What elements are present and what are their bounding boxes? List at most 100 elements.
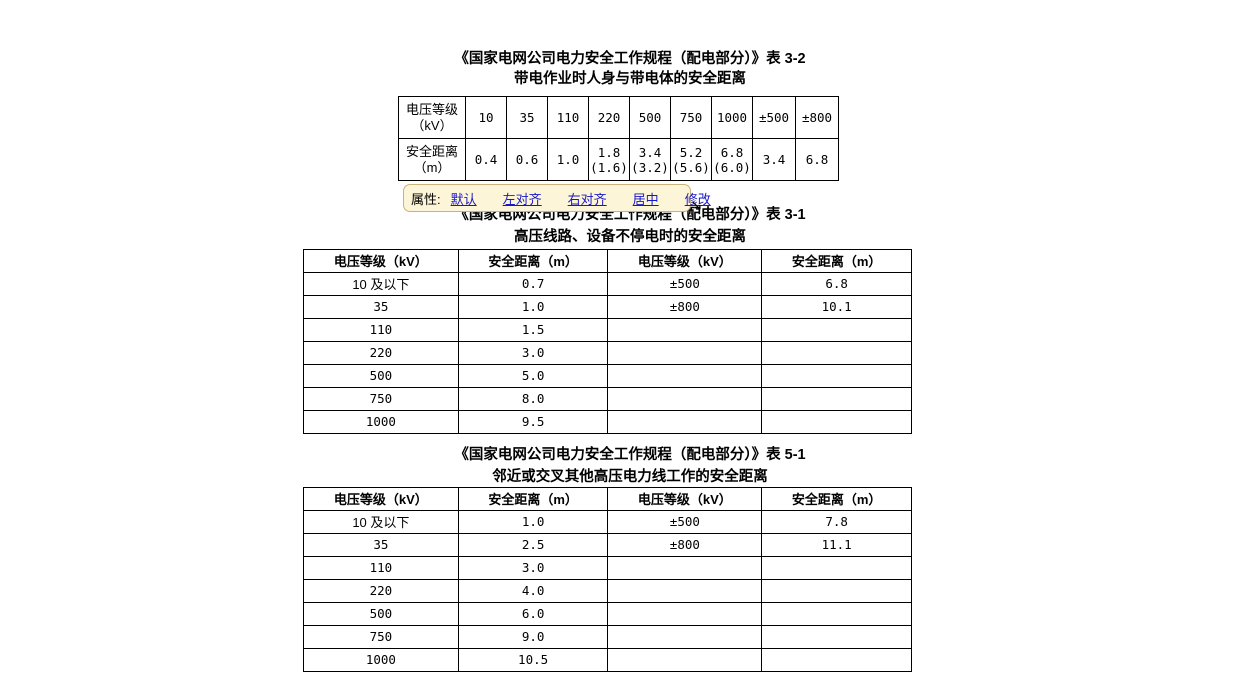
cell: 220 xyxy=(303,341,459,365)
cell: 110 xyxy=(303,556,459,580)
table-row: 35 1.0 ±800 10.1 xyxy=(303,295,912,319)
cell-voltage-5: 750 xyxy=(670,96,712,139)
cell xyxy=(761,341,912,365)
cell: 5.0 xyxy=(457,364,609,388)
cell: 6.0 xyxy=(457,602,609,626)
cell: 35 xyxy=(303,295,459,319)
distance-paren-4: (3.2) xyxy=(631,159,669,175)
cell: 11.1 xyxy=(761,533,912,557)
cell-distance-1: 0.6 xyxy=(506,138,548,181)
cell: 10 及以下 xyxy=(303,272,459,296)
cell xyxy=(761,602,912,626)
table-row: 110 3.0 xyxy=(303,556,912,580)
table-row: 35 2.5 ±800 11.1 xyxy=(303,533,912,557)
cell: 8.0 xyxy=(457,387,609,411)
cell: 2.5 xyxy=(457,533,609,557)
cell: 10 及以下 xyxy=(303,510,459,534)
distance-value-2: 1.0 xyxy=(556,152,580,167)
cell xyxy=(761,387,912,411)
table-header-row: 电压等级（kV） 安全距离（m） 电压等级（kV） 安全距离（m） xyxy=(303,249,912,273)
cell: 9.5 xyxy=(457,410,609,434)
col-header-voltage-left: 电压等级（kV） xyxy=(303,487,459,511)
cell-voltage-8: ±800 xyxy=(795,96,839,139)
cell xyxy=(761,625,912,649)
distance-value-0: 0.4 xyxy=(474,152,498,167)
row-header-voltage: 电压等级 （kV） xyxy=(398,96,466,139)
table-32-container: 电压等级 （kV） 10 35 110 220 500 750 1000 ±50… xyxy=(398,96,839,181)
cell-voltage-1: 35 xyxy=(506,96,548,139)
cell xyxy=(607,341,763,365)
distance-paren-6: (6.0) xyxy=(713,159,751,175)
attribute-link-align-left[interactable]: 左对齐 xyxy=(502,191,542,207)
section-32-title-line-2: 带电作业时人身与带电体的安全距离 xyxy=(514,71,746,87)
attribute-link-align-center[interactable]: 居中 xyxy=(632,191,659,207)
cell-voltage-3: 220 xyxy=(588,96,630,139)
table-51-container: 电压等级（kV） 安全距离（m） 电压等级（kV） 安全距离（m） 10 及以下… xyxy=(303,487,912,672)
cell: 110 xyxy=(303,318,459,342)
cell-distance-4: 3.4 (3.2) xyxy=(629,138,671,181)
attribute-popup[interactable]: 属性: 默认 左对齐 右对齐 居中 修改 xyxy=(403,184,711,212)
col-header-distance-left: 安全距离（m） xyxy=(457,487,609,511)
cell: 35 xyxy=(303,533,459,557)
cell-distance-5: 5.2 (5.6) xyxy=(670,138,712,181)
cell xyxy=(761,556,912,580)
table-row: 10 及以下 0.7 ±500 6.8 xyxy=(303,272,912,296)
cell-distance-3: 1.8 (1.6) xyxy=(588,138,630,181)
cell-voltage-7: ±500 xyxy=(752,96,796,139)
cell xyxy=(607,410,763,434)
cell: 500 xyxy=(303,602,459,626)
cell: 220 xyxy=(303,579,459,603)
distance-paren-5: (5.6) xyxy=(672,159,710,175)
table-row: 安全距离 （m） 0.4 0.6 1.0 1.8 (1.6) 3.4 xyxy=(398,138,839,181)
table-row: 750 8.0 xyxy=(303,387,912,411)
cell xyxy=(607,579,763,603)
cell: 10.5 xyxy=(457,648,609,672)
cell: ±500 xyxy=(607,272,763,296)
cell: 750 xyxy=(303,387,459,411)
section-51-title-line-2: 邻近或交叉其他高压电力线工作的安全距离 xyxy=(492,469,768,485)
cell xyxy=(607,602,763,626)
cell: 7.8 xyxy=(761,510,912,534)
attribute-link-modify[interactable]: 修改 xyxy=(684,191,711,207)
cell-voltage-4: 500 xyxy=(629,96,671,139)
table-row: 10 及以下 1.0 ±500 7.8 xyxy=(303,510,912,534)
table-row: 1000 10.5 xyxy=(303,648,912,672)
cell: 3.0 xyxy=(457,341,609,365)
cell-distance-8: 6.8 xyxy=(795,138,839,181)
distance-value-1: 0.6 xyxy=(515,152,539,167)
cell-distance-0: 0.4 xyxy=(465,138,507,181)
cell: 9.0 xyxy=(457,625,609,649)
cell: 750 xyxy=(303,625,459,649)
col-header-distance-right: 安全距离（m） xyxy=(761,249,912,273)
table-32: 电压等级 （kV） 10 35 110 220 500 750 1000 ±50… xyxy=(398,96,839,181)
section-32-title-line-1: 《国家电网公司电力安全工作规程（配电部分）》表 3-2 xyxy=(454,51,806,67)
cell xyxy=(607,648,763,672)
cell xyxy=(761,648,912,672)
cell-voltage-0: 10 xyxy=(465,96,507,139)
row-header-distance: 安全距离 （m） xyxy=(398,138,466,181)
cell-voltage-2: 110 xyxy=(547,96,589,139)
cell: ±800 xyxy=(607,533,763,557)
table-row: 1000 9.5 xyxy=(303,410,912,434)
table-31-container: 电压等级（kV） 安全距离（m） 电压等级（kV） 安全距离（m） 10 及以下… xyxy=(303,249,912,434)
distance-value-5: 5.2 xyxy=(679,144,703,160)
cell: 10.1 xyxy=(761,295,912,319)
table-row: 电压等级 （kV） 10 35 110 220 500 750 1000 ±50… xyxy=(398,96,839,139)
cell-distance-2: 1.0 xyxy=(547,138,589,181)
cell xyxy=(761,318,912,342)
row-header-voltage-line1: 电压等级 xyxy=(405,101,458,117)
cell xyxy=(607,387,763,411)
attribute-link-align-right[interactable]: 右对齐 xyxy=(567,191,607,207)
section-51-title-line-1: 《国家电网公司电力安全工作规程（配电部分）》表 5-1 xyxy=(454,447,806,463)
table-row: 500 5.0 xyxy=(303,364,912,388)
cell: 1.0 xyxy=(457,295,609,319)
cell xyxy=(761,579,912,603)
cell xyxy=(607,318,763,342)
cell: 4.0 xyxy=(457,579,609,603)
cell xyxy=(761,410,912,434)
cell-distance-7: 3.4 xyxy=(752,138,796,181)
cell: 1.0 xyxy=(457,510,609,534)
table-row: 750 9.0 xyxy=(303,625,912,649)
attribute-link-default[interactable]: 默认 xyxy=(450,191,477,207)
col-header-distance-right: 安全距离（m） xyxy=(761,487,912,511)
